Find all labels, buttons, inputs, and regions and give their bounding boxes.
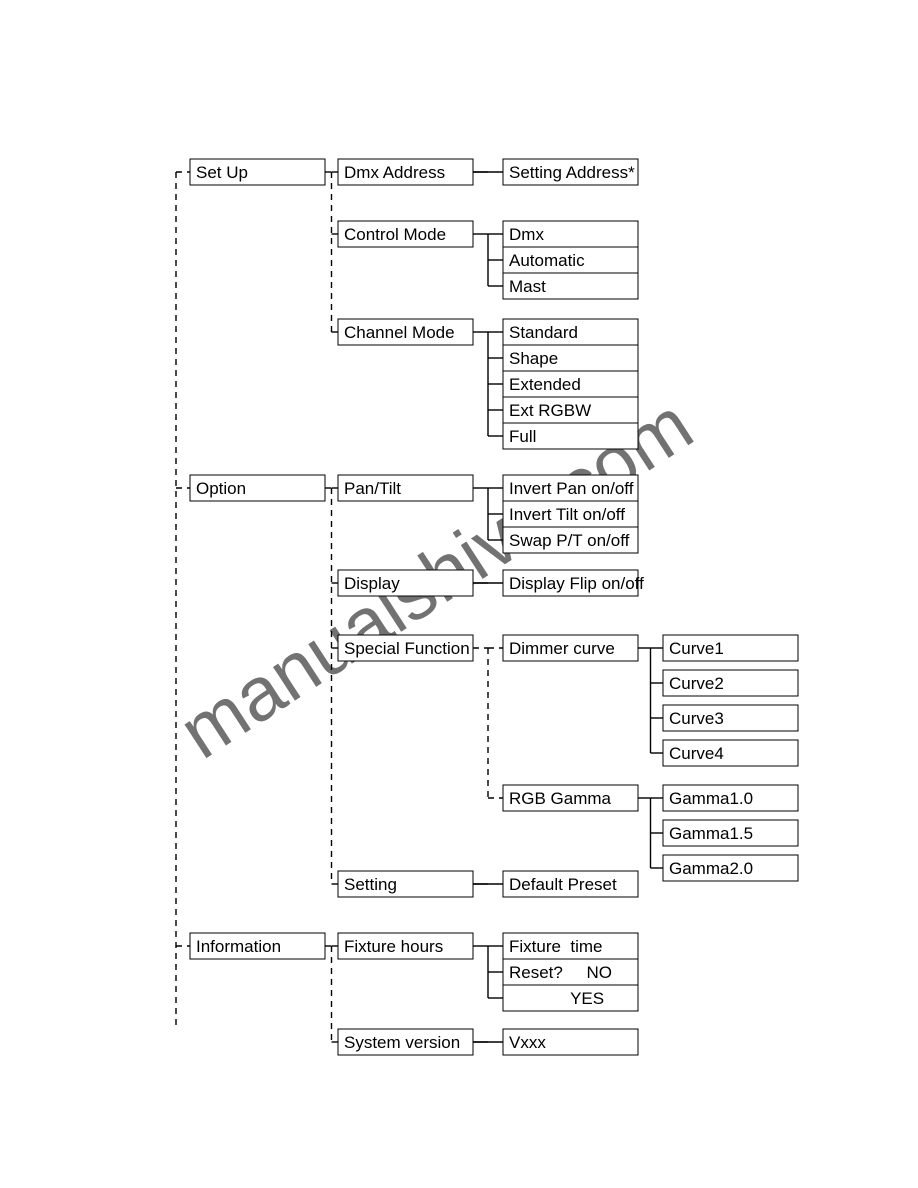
menu-node-vxxx: Vxxx <box>503 1029 638 1055</box>
menu-node-ch_shape: Shape <box>503 345 638 371</box>
menu-node-pt_invp: Invert Pan on/off <box>503 475 638 501</box>
menu-node-label: Option <box>196 479 246 498</box>
menu-node-label: Curve2 <box>669 674 724 693</box>
menu-node-label: Gamma1.0 <box>669 789 753 808</box>
menu-node-label: Full <box>509 427 536 446</box>
menu-node-label: Curve1 <box>669 639 724 658</box>
menu-node-label: Fixture time <box>509 937 603 956</box>
menu-node-label: Ext RGBW <box>509 401 591 420</box>
menu-node-label: Extended <box>509 375 581 394</box>
menu-node-label: Invert Tilt on/off <box>509 505 625 524</box>
menu-node-label: System version <box>344 1033 460 1052</box>
menu-boxes: Set Up Option Information Dmx Address Contro… <box>190 159 798 1055</box>
menu-node-sysver: System version <box>338 1029 473 1055</box>
menu-node-label: Control Mode <box>344 225 446 244</box>
menu-node-defpreset: Default Preset <box>503 871 638 897</box>
menu-node-cm_dmx: Dmx <box>503 221 638 247</box>
menu-node-label: Curve3 <box>669 709 724 728</box>
menu-node-label: Information <box>196 937 281 956</box>
menu-node-fixtime: Fixture time <box>503 933 638 959</box>
menu-node-curve1: Curve1 <box>663 635 798 661</box>
menu-node-label: Gamma1.5 <box>669 824 753 843</box>
menu-node-label: Channel Mode <box>344 323 455 342</box>
menu-node-label: Default Preset <box>509 875 617 894</box>
menu-node-info: Information <box>190 933 325 959</box>
menu-node-label: Special Function <box>344 639 470 658</box>
menu-node-label: Mast <box>509 277 546 296</box>
menu-node-fixhrs: Fixture hours <box>338 933 473 959</box>
menu-node-label: Reset? NO <box>509 963 612 982</box>
menu-node-label: Swap P/T on/off <box>509 531 630 550</box>
menu-node-dispflip: Display Flip on/off <box>503 570 644 596</box>
menu-node-cm_mast: Mast <box>503 273 638 299</box>
menu-node-setup: Set Up <box>190 159 325 185</box>
menu-node-label: Standard <box>509 323 578 342</box>
menu-node-ch_full: Full <box>503 423 638 449</box>
menu-node-label: Dimmer curve <box>509 639 615 658</box>
menu-node-label: YES <box>509 989 604 1008</box>
menu-node-ch_rgbw: Ext RGBW <box>503 397 638 423</box>
menu-node-label: Display Flip on/off <box>509 574 644 593</box>
menu-node-ch_ext: Extended <box>503 371 638 397</box>
menu-node-rgbgamma: RGB Gamma <box>503 785 638 811</box>
menu-node-dimcurve: Dimmer curve <box>503 635 638 661</box>
menu-node-label: Setting Address* <box>509 163 635 182</box>
menu-node-ch_std: Standard <box>503 319 638 345</box>
menu-tree-diagram: manualshive.comSet UpOptionInformationDm… <box>0 0 918 1188</box>
menu-node-label: Fixture hours <box>344 937 443 956</box>
menu-node-option: Option <box>190 475 325 501</box>
menu-node-pt_invt: Invert Tilt on/off <box>503 501 638 527</box>
menu-node-cm_auto: Automatic <box>503 247 638 273</box>
menu-node-ctrlmode: Control Mode <box>338 221 473 247</box>
menu-node-curve3: Curve3 <box>663 705 798 731</box>
menu-node-gamma10: Gamma1.0 <box>663 785 798 811</box>
menu-node-setting: Setting <box>338 871 473 897</box>
menu-node-label: Setting <box>344 875 397 894</box>
menu-node-gamma15: Gamma1.5 <box>663 820 798 846</box>
menu-node-specfn: Special Function <box>338 635 473 661</box>
menu-node-label: Shape <box>509 349 558 368</box>
menu-node-setaddr: Setting Address* <box>503 159 638 185</box>
menu-node-resetyes: YES <box>503 985 638 1011</box>
menu-node-pt_swap: Swap P/T on/off <box>503 527 638 553</box>
menu-node-label: Display <box>344 574 400 593</box>
menu-node-curve2: Curve2 <box>663 670 798 696</box>
menu-node-gamma20: Gamma2.0 <box>663 855 798 881</box>
menu-node-label: Set Up <box>196 163 248 182</box>
menu-node-label: Dmx Address <box>344 163 445 182</box>
menu-node-curve4: Curve4 <box>663 740 798 766</box>
menu-node-label: Dmx <box>509 225 544 244</box>
menu-node-dmxaddr: Dmx Address <box>338 159 473 185</box>
menu-node-display: Display <box>338 570 473 596</box>
menu-node-label: Vxxx <box>509 1033 546 1052</box>
menu-node-label: Invert Pan on/off <box>509 479 634 498</box>
menu-node-label: Automatic <box>509 251 585 270</box>
menu-node-pantilt: Pan/Tilt <box>338 475 473 501</box>
menu-node-label: Gamma2.0 <box>669 859 753 878</box>
menu-node-chmode: Channel Mode <box>338 319 473 345</box>
menu-node-resetno: Reset? NO <box>503 959 638 985</box>
menu-node-label: RGB Gamma <box>509 789 612 808</box>
menu-node-label: Pan/Tilt <box>344 479 401 498</box>
menu-node-label: Curve4 <box>669 744 724 763</box>
